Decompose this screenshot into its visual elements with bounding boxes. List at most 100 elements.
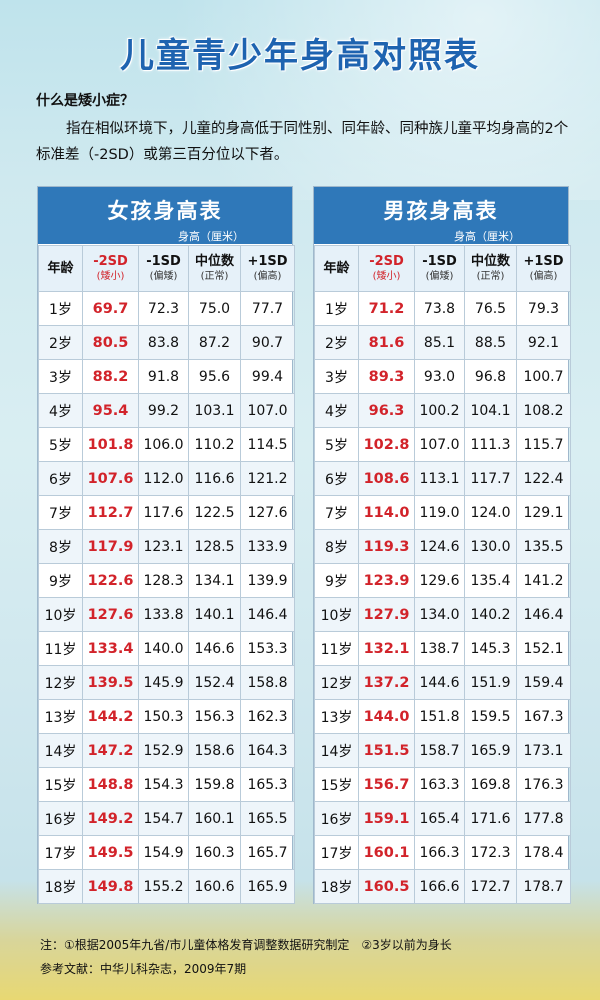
plus1sd-cell: 158.8 bbox=[240, 665, 295, 700]
age-cell: 14岁 bbox=[314, 733, 359, 768]
minus2sd-cell: 127.9 bbox=[358, 597, 415, 632]
minus1sd-cell: 165.4 bbox=[414, 801, 465, 836]
minus2sd-cell: 139.5 bbox=[82, 665, 139, 700]
minus2sd-cell: 101.8 bbox=[82, 427, 139, 462]
table-row: 3岁 89.3 93.0 96.8 100.7 bbox=[314, 359, 571, 394]
minus2sd-cell: 149.5 bbox=[82, 835, 139, 870]
minus2sd-cell: 108.6 bbox=[358, 461, 415, 496]
median-cell: 96.8 bbox=[464, 359, 517, 394]
table-row: 8岁 117.9 123.1 128.5 133.9 bbox=[38, 529, 295, 564]
table-row: 4岁 96.3 100.2 104.1 108.2 bbox=[314, 393, 571, 428]
minus1sd-cell: 152.9 bbox=[138, 733, 189, 768]
boy-column-headers: 年龄 -2SD (矮小) -1SD (偏矮) 中位数 (正常) +1SD (偏高) bbox=[314, 245, 571, 292]
minus1sd-cell: 73.8 bbox=[414, 291, 465, 326]
median-cell: 159.8 bbox=[188, 767, 241, 802]
minus1sd-cell: 85.1 bbox=[414, 325, 465, 360]
minus1sd-cell: 128.3 bbox=[138, 563, 189, 598]
table-row: 3岁 88.2 91.8 95.6 99.4 bbox=[38, 359, 295, 394]
minus2sd-cell: 144.0 bbox=[358, 699, 415, 734]
minus1sd-cell: 155.2 bbox=[138, 869, 189, 904]
minus2sd-cell: 81.6 bbox=[358, 325, 415, 360]
minus2sd-cell: 96.3 bbox=[358, 393, 415, 428]
table-row: 5岁 101.8 106.0 110.2 114.5 bbox=[38, 427, 295, 462]
plus1sd-cell: 153.3 bbox=[240, 631, 295, 666]
table-row: 16岁 149.2 154.7 160.1 165.5 bbox=[38, 801, 295, 836]
table-row: 2岁 81.6 85.1 88.5 92.1 bbox=[314, 325, 571, 360]
minus2sd-cell: 80.5 bbox=[82, 325, 139, 360]
minus2sd-cell: 102.8 bbox=[358, 427, 415, 462]
table-row: 9岁 122.6 128.3 134.1 139.9 bbox=[38, 563, 295, 598]
age-cell: 12岁 bbox=[38, 665, 83, 700]
minus2sd-cell: 69.7 bbox=[82, 291, 139, 326]
median-cell: 140.1 bbox=[188, 597, 241, 632]
age-cell: 1岁 bbox=[38, 291, 83, 326]
plus1sd-cell: 100.7 bbox=[516, 359, 571, 394]
table-row: 11岁 133.4 140.0 146.6 153.3 bbox=[38, 631, 295, 666]
table-row: 6岁 108.6 113.1 117.7 122.4 bbox=[314, 461, 571, 496]
minus1sd-cell: 113.1 bbox=[414, 461, 465, 496]
plus1sd-cell: 165.5 bbox=[240, 801, 295, 836]
age-cell: 14岁 bbox=[38, 733, 83, 768]
median-cell: 124.0 bbox=[464, 495, 517, 530]
minus1sd-cell: 154.7 bbox=[138, 801, 189, 836]
plus1sd-cell: 122.4 bbox=[516, 461, 571, 496]
table-row: 10岁 127.6 133.8 140.1 146.4 bbox=[38, 597, 295, 632]
table-row: 6岁 107.6 112.0 116.6 121.2 bbox=[38, 461, 295, 496]
minus2sd-cell: 71.2 bbox=[358, 291, 415, 326]
reference: 参考文献：中华儿科杂志，2009年7期 bbox=[40, 962, 247, 976]
median-cell: 75.0 bbox=[188, 291, 241, 326]
plus1sd-cell: 178.7 bbox=[516, 869, 571, 904]
age-cell: 10岁 bbox=[314, 597, 359, 632]
plus1sd-cell: 114.5 bbox=[240, 427, 295, 462]
plus1sd-cell: 92.1 bbox=[516, 325, 571, 360]
minus1sd-cell: 166.3 bbox=[414, 835, 465, 870]
median-cell: 76.5 bbox=[464, 291, 517, 326]
table-row: 14岁 147.2 152.9 158.6 164.3 bbox=[38, 733, 295, 768]
age-cell: 17岁 bbox=[38, 835, 83, 870]
median-cell: 134.1 bbox=[188, 563, 241, 598]
table-row: 18岁 149.8 155.2 160.6 165.9 bbox=[38, 869, 295, 904]
minus1sd-cell: 154.3 bbox=[138, 767, 189, 802]
table-row: 4岁 95.4 99.2 103.1 107.0 bbox=[38, 393, 295, 428]
col-plus1sd-header: +1SD (偏高) bbox=[516, 245, 571, 292]
page-title: 儿童青少年身高对照表 bbox=[120, 36, 480, 76]
age-cell: 15岁 bbox=[38, 767, 83, 802]
table-row: 14岁 151.5 158.7 165.9 173.1 bbox=[314, 733, 571, 768]
plus1sd-cell: 99.4 bbox=[240, 359, 295, 394]
age-cell: 2岁 bbox=[314, 325, 359, 360]
minus1sd-cell: 72.3 bbox=[138, 291, 189, 326]
minus1sd-cell: 123.1 bbox=[138, 529, 189, 564]
age-cell: 3岁 bbox=[38, 359, 83, 394]
minus1sd-cell: 133.8 bbox=[138, 597, 189, 632]
minus1sd-cell: 106.0 bbox=[138, 427, 189, 462]
table-row: 15岁 156.7 163.3 169.8 176.3 bbox=[314, 767, 571, 802]
age-cell: 16岁 bbox=[314, 801, 359, 836]
minus2sd-cell: 117.9 bbox=[82, 529, 139, 564]
table-row: 13岁 144.2 150.3 156.3 162.3 bbox=[38, 699, 295, 734]
plus1sd-cell: 129.1 bbox=[516, 495, 571, 530]
girl-table-unit: 身高（厘米） bbox=[178, 230, 244, 243]
age-cell: 8岁 bbox=[314, 529, 359, 564]
minus2sd-cell: 133.4 bbox=[82, 631, 139, 666]
minus2sd-cell: 107.6 bbox=[82, 461, 139, 496]
plus1sd-cell: 141.2 bbox=[516, 563, 571, 598]
col-minus1sd-header: -1SD (偏矮) bbox=[414, 245, 465, 292]
plus1sd-cell: 135.5 bbox=[516, 529, 571, 564]
minus2sd-cell: 112.7 bbox=[82, 495, 139, 530]
plus1sd-cell: 177.8 bbox=[516, 801, 571, 836]
boy-table-body: 1岁 71.2 73.8 76.5 79.3 2岁 81.6 85.1 88.5 92.1 3岁 89… bbox=[314, 291, 571, 904]
median-cell: 130.0 bbox=[464, 529, 517, 564]
median-cell: 104.1 bbox=[464, 393, 517, 428]
plus1sd-cell: 176.3 bbox=[516, 767, 571, 802]
median-cell: 172.7 bbox=[464, 869, 517, 904]
table-row: 13岁 144.0 151.8 159.5 167.3 bbox=[314, 699, 571, 734]
boy-table-grid: 年龄 -2SD (矮小) -1SD (偏矮) 中位数 (正常) +1SD (偏高) 1岁… bbox=[314, 245, 571, 904]
age-cell: 5岁 bbox=[38, 427, 83, 462]
median-cell: 128.5 bbox=[188, 529, 241, 564]
plus1sd-cell: 90.7 bbox=[240, 325, 295, 360]
age-cell: 4岁 bbox=[38, 393, 83, 428]
median-cell: 151.9 bbox=[464, 665, 517, 700]
minus1sd-cell: 150.3 bbox=[138, 699, 189, 734]
plus1sd-cell: 162.3 bbox=[240, 699, 295, 734]
